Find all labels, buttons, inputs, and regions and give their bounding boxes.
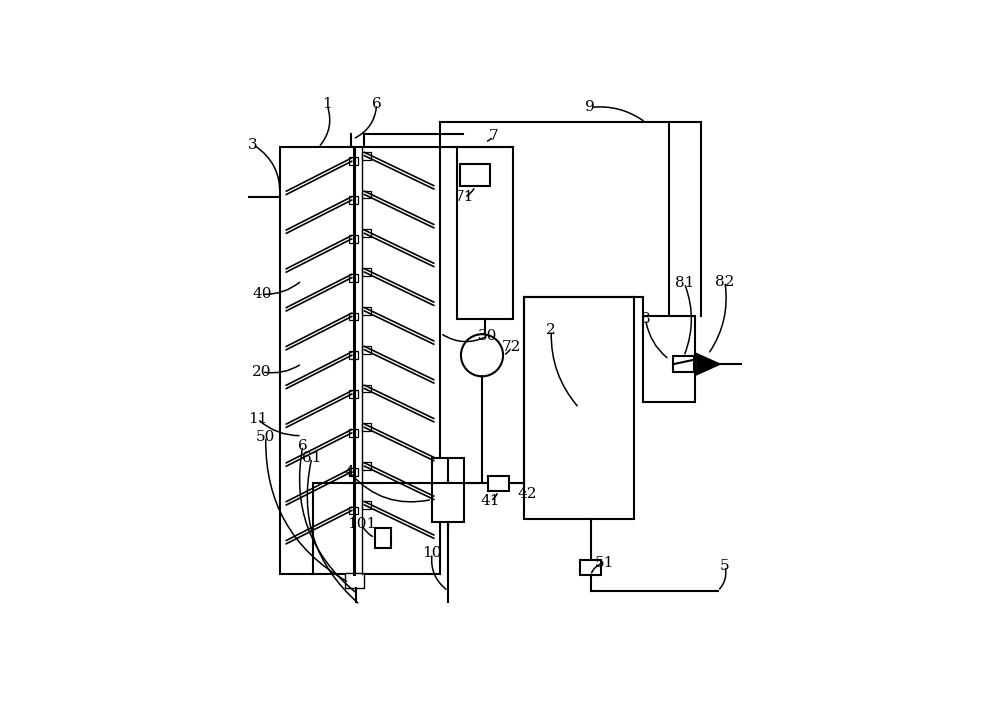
Bar [362, 462, 371, 470]
Text: 42: 42 [518, 487, 537, 501]
Text: 5: 5 [720, 559, 730, 573]
Text: 20: 20 [252, 365, 272, 379]
Polygon shape [697, 354, 719, 374]
Bar [488, 476, 509, 491]
Bar [345, 572, 364, 588]
Bar [349, 429, 358, 437]
Text: 101: 101 [347, 518, 376, 531]
Bar [375, 528, 391, 548]
Bar [349, 196, 358, 204]
Text: 41: 41 [481, 494, 500, 508]
Bar [349, 507, 358, 514]
Bar [362, 269, 371, 276]
Text: 51: 51 [594, 556, 614, 570]
Bar [349, 312, 358, 320]
Text: 8: 8 [641, 312, 650, 326]
Text: 30: 30 [478, 329, 497, 343]
Bar [457, 148, 512, 319]
Text: 4: 4 [344, 464, 354, 479]
Text: 11: 11 [248, 412, 267, 426]
Text: 71: 71 [455, 190, 474, 204]
Bar [349, 468, 358, 476]
Bar [362, 191, 371, 199]
Bar [280, 148, 440, 575]
Text: 82: 82 [715, 274, 735, 289]
Text: 2: 2 [546, 323, 556, 338]
Bar [362, 423, 371, 431]
Bar [362, 152, 371, 160]
Text: 6: 6 [372, 97, 382, 111]
Bar [580, 560, 601, 575]
Bar [362, 384, 371, 392]
Bar [432, 458, 464, 521]
Text: 40: 40 [252, 287, 272, 301]
Bar [362, 307, 371, 315]
Text: 50: 50 [256, 430, 275, 444]
Bar [349, 274, 358, 282]
Text: 1: 1 [322, 97, 332, 111]
Text: 9: 9 [585, 101, 595, 114]
Bar [349, 390, 358, 398]
Text: 10: 10 [422, 546, 442, 560]
Text: 7: 7 [488, 130, 498, 143]
Bar [362, 230, 371, 237]
Bar [362, 501, 371, 509]
Bar [673, 356, 694, 372]
Bar [460, 164, 490, 186]
Text: 72: 72 [502, 340, 521, 354]
Bar [349, 351, 358, 359]
Bar [362, 346, 371, 354]
Text: 81: 81 [675, 276, 694, 290]
Bar [524, 297, 634, 519]
Bar [643, 317, 695, 402]
Bar [349, 158, 358, 165]
Text: 61: 61 [302, 451, 322, 465]
Text: 6: 6 [298, 438, 308, 453]
Bar [349, 235, 358, 243]
Text: 3: 3 [248, 138, 258, 152]
